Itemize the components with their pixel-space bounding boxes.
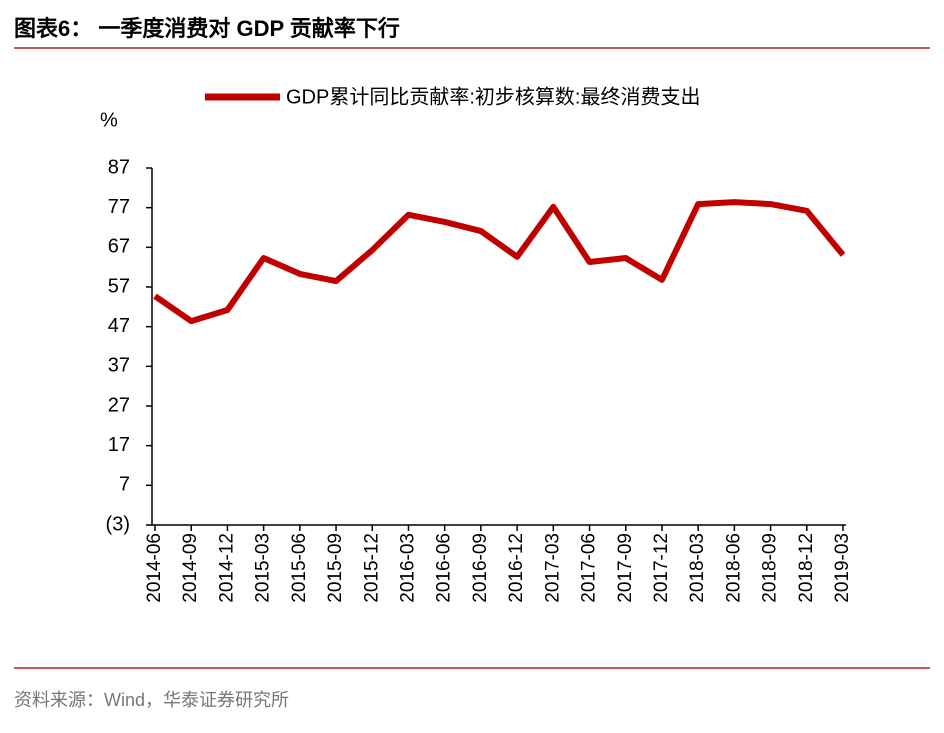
x-tick-label: 2015-03 bbox=[253, 533, 274, 603]
x-tick-label: 2017-06 bbox=[579, 533, 600, 603]
x-tick-label: 2015-09 bbox=[325, 533, 346, 603]
y-tick-label: 37 bbox=[108, 355, 130, 377]
x-tick-label: 2018-09 bbox=[760, 533, 781, 603]
x-tick-label: 2016-12 bbox=[506, 533, 527, 603]
x-tick-label: 2014-09 bbox=[180, 533, 201, 603]
x-tick-label: 2015-12 bbox=[361, 533, 382, 603]
x-tick-label: 2016-09 bbox=[470, 533, 491, 603]
y-tick-label: 77 bbox=[108, 196, 130, 218]
y-tick-label: 27 bbox=[108, 394, 130, 416]
x-tick-label: 2018-06 bbox=[723, 533, 744, 603]
y-tick-label: 57 bbox=[108, 275, 130, 297]
x-tick-label: 2019-03 bbox=[832, 533, 853, 603]
y-tick-label: 17 bbox=[108, 434, 130, 456]
x-tick-label: 2017-09 bbox=[615, 533, 636, 603]
x-tick-label: 2018-03 bbox=[687, 533, 708, 603]
data-line bbox=[153, 199, 846, 325]
x-tick-label: 2014-06 bbox=[144, 533, 165, 603]
y-tick-label: 67 bbox=[108, 236, 130, 258]
source-note: 资料来源：Wind，华泰证券研究所 bbox=[14, 690, 289, 710]
x-tick-label: 2014-12 bbox=[216, 533, 237, 603]
chart-title: 图表6： 一季度消费对 GDP 贡献率下行 bbox=[14, 16, 400, 41]
x-tick-label: 2016-06 bbox=[434, 533, 455, 603]
y-tick-label: (3) bbox=[106, 513, 130, 535]
y-tick-label: 47 bbox=[108, 315, 130, 337]
x-tick-label: 2017-12 bbox=[651, 533, 672, 603]
y-tick-label: 87 bbox=[108, 156, 130, 178]
legend-label: GDP累计同比贡献率:初步核算数:最终消费支出 bbox=[286, 85, 700, 108]
x-tick-label: 2017-03 bbox=[542, 533, 563, 603]
y-unit: % bbox=[100, 109, 118, 131]
x-tick-label: 2016-03 bbox=[397, 533, 418, 603]
x-tick-label: 2015-06 bbox=[289, 533, 310, 603]
x-tick-label: 2018-12 bbox=[796, 533, 817, 603]
y-tick-label: 7 bbox=[119, 474, 130, 496]
